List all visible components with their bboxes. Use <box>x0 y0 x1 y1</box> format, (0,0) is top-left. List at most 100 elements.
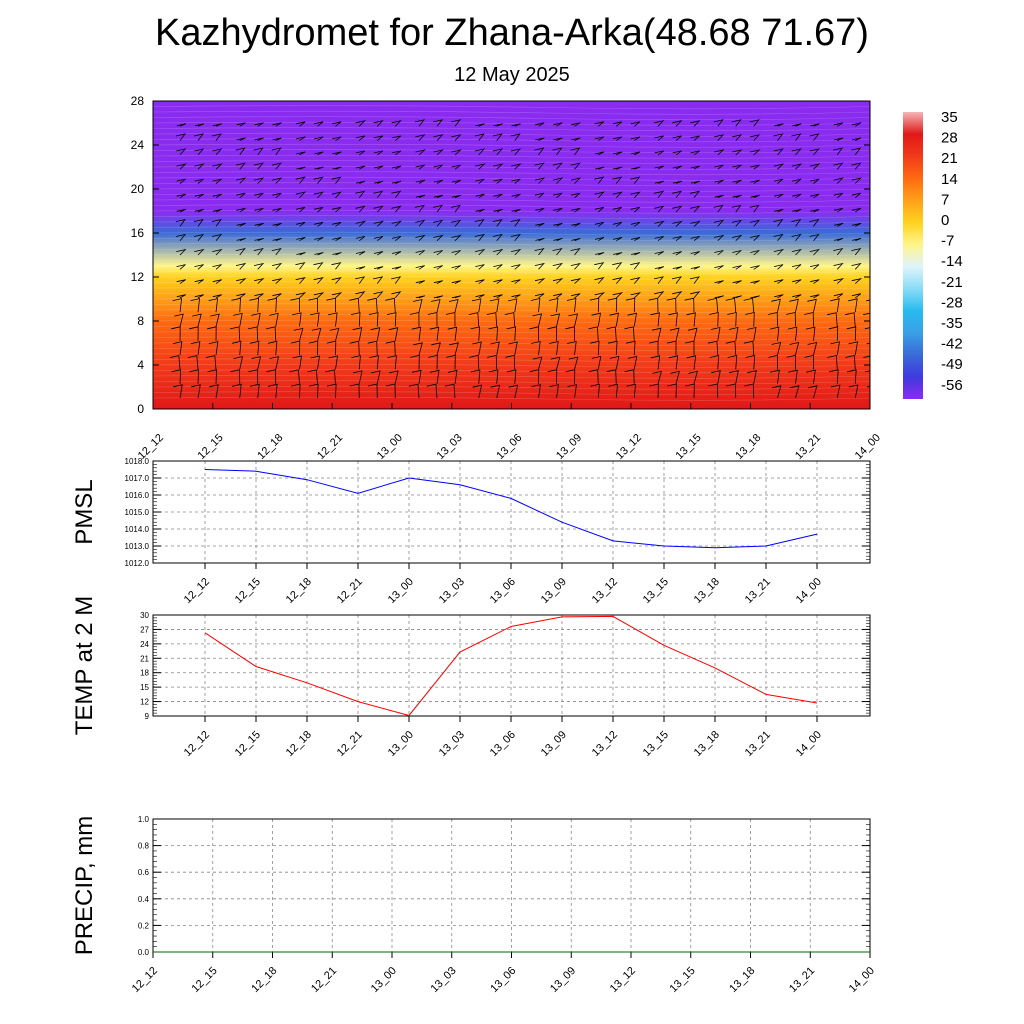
wind-barb <box>272 137 282 141</box>
wind-barb <box>624 369 635 384</box>
wind-barb <box>746 326 757 341</box>
x-tick-label: 12_21 <box>315 432 345 462</box>
wind-barb <box>474 148 486 156</box>
contour-line <box>153 358 870 363</box>
x-tick-label: 13_15 <box>668 965 698 995</box>
wind-barb <box>627 355 638 370</box>
wind-barb <box>830 298 840 313</box>
wind-barb <box>272 192 282 199</box>
wind-barb <box>193 133 204 141</box>
wind-barb <box>235 147 246 156</box>
colorbar-label: 14 <box>941 171 958 188</box>
wind-barb <box>672 165 682 170</box>
wind-barb <box>208 341 219 356</box>
wind-barb <box>654 220 665 227</box>
x-tick-label: 13_15 <box>641 576 671 606</box>
wind-barb <box>272 122 282 127</box>
wind-barb <box>429 326 440 341</box>
wind-barb <box>612 176 623 184</box>
wind-barb <box>508 341 518 356</box>
x-tick-label: 13_21 <box>743 576 773 606</box>
wind-barb <box>590 383 600 399</box>
contour-line <box>153 380 870 385</box>
wind-barb <box>235 247 246 256</box>
wind-barb <box>672 291 683 299</box>
wind-barb <box>535 238 545 242</box>
wind-barb <box>769 326 780 341</box>
wind-barb <box>268 383 278 399</box>
wind-barb <box>713 219 725 227</box>
wind-barb <box>433 119 444 127</box>
wind-barb <box>492 148 504 156</box>
wind-barb <box>612 191 623 199</box>
wind-barb <box>672 180 683 184</box>
wind-barb <box>373 190 384 199</box>
wind-barb <box>535 222 545 227</box>
wind-barb <box>571 238 581 242</box>
wind-barb <box>309 383 319 399</box>
wind-barb <box>851 177 862 184</box>
wind-barb <box>251 356 262 370</box>
y-axis-label: TEMP at 2 M <box>71 596 98 736</box>
wind-barb <box>791 163 803 170</box>
wind-barb <box>851 122 862 127</box>
wind-barb <box>367 383 378 399</box>
wind-barb <box>510 148 522 156</box>
wind-barb <box>594 176 605 184</box>
x-tick-label: 12_21 <box>335 729 365 759</box>
x-tick-label: 13_06 <box>488 965 518 995</box>
wind-barb <box>745 311 755 327</box>
wind-barb <box>332 121 342 127</box>
wind-barb <box>535 137 545 141</box>
wind-barb <box>391 291 402 299</box>
wind-barb <box>433 280 443 284</box>
wind-barb <box>568 313 579 327</box>
x-tick-label: 12_15 <box>233 576 263 606</box>
wind-barb <box>612 292 624 299</box>
wind-barb <box>475 163 486 170</box>
wind-barb <box>606 326 617 341</box>
wind-barb <box>327 383 337 399</box>
wind-barb <box>792 208 802 213</box>
wind-barb <box>411 369 422 384</box>
wind-barb <box>594 136 605 141</box>
wind-barb <box>433 265 443 270</box>
wind-barb <box>833 277 845 284</box>
wind-barb <box>392 180 402 184</box>
wind-barb <box>371 370 381 384</box>
wind-barb <box>212 208 222 213</box>
wind-barb <box>810 208 820 213</box>
wind-barb <box>493 279 503 284</box>
wind-barb <box>654 205 665 213</box>
wind-barb <box>350 312 361 327</box>
wind-barb <box>470 326 481 341</box>
wind-barb <box>254 293 264 299</box>
contour-line <box>153 220 870 225</box>
wind-barb <box>535 293 545 299</box>
x-tick-label: 13_12 <box>590 729 620 759</box>
wind-barb <box>194 233 205 241</box>
wind-barb <box>833 162 844 170</box>
wind-barb <box>293 327 304 341</box>
wind-barb <box>688 370 698 384</box>
wind-barb <box>549 340 559 356</box>
wind-barb <box>791 233 802 241</box>
wind-barb <box>729 370 739 384</box>
wind-barb <box>870 223 879 226</box>
wind-barb <box>685 383 695 399</box>
wind-barb <box>314 136 324 141</box>
wind-barb <box>594 262 605 270</box>
colorbar-label: -35 <box>941 315 963 332</box>
wind-barb <box>750 250 760 256</box>
wind-barb <box>391 276 402 284</box>
wind-barb <box>331 292 343 299</box>
contour-line <box>153 187 870 192</box>
wind-barb <box>846 326 857 341</box>
y-tick-label: 12 <box>140 698 149 707</box>
wind-barb <box>355 236 366 242</box>
wind-barb <box>373 205 384 213</box>
wind-barb <box>630 292 642 299</box>
wind-barb <box>388 327 399 341</box>
y-tick-label: 0.6 <box>138 868 150 877</box>
wind-barb <box>191 384 201 399</box>
